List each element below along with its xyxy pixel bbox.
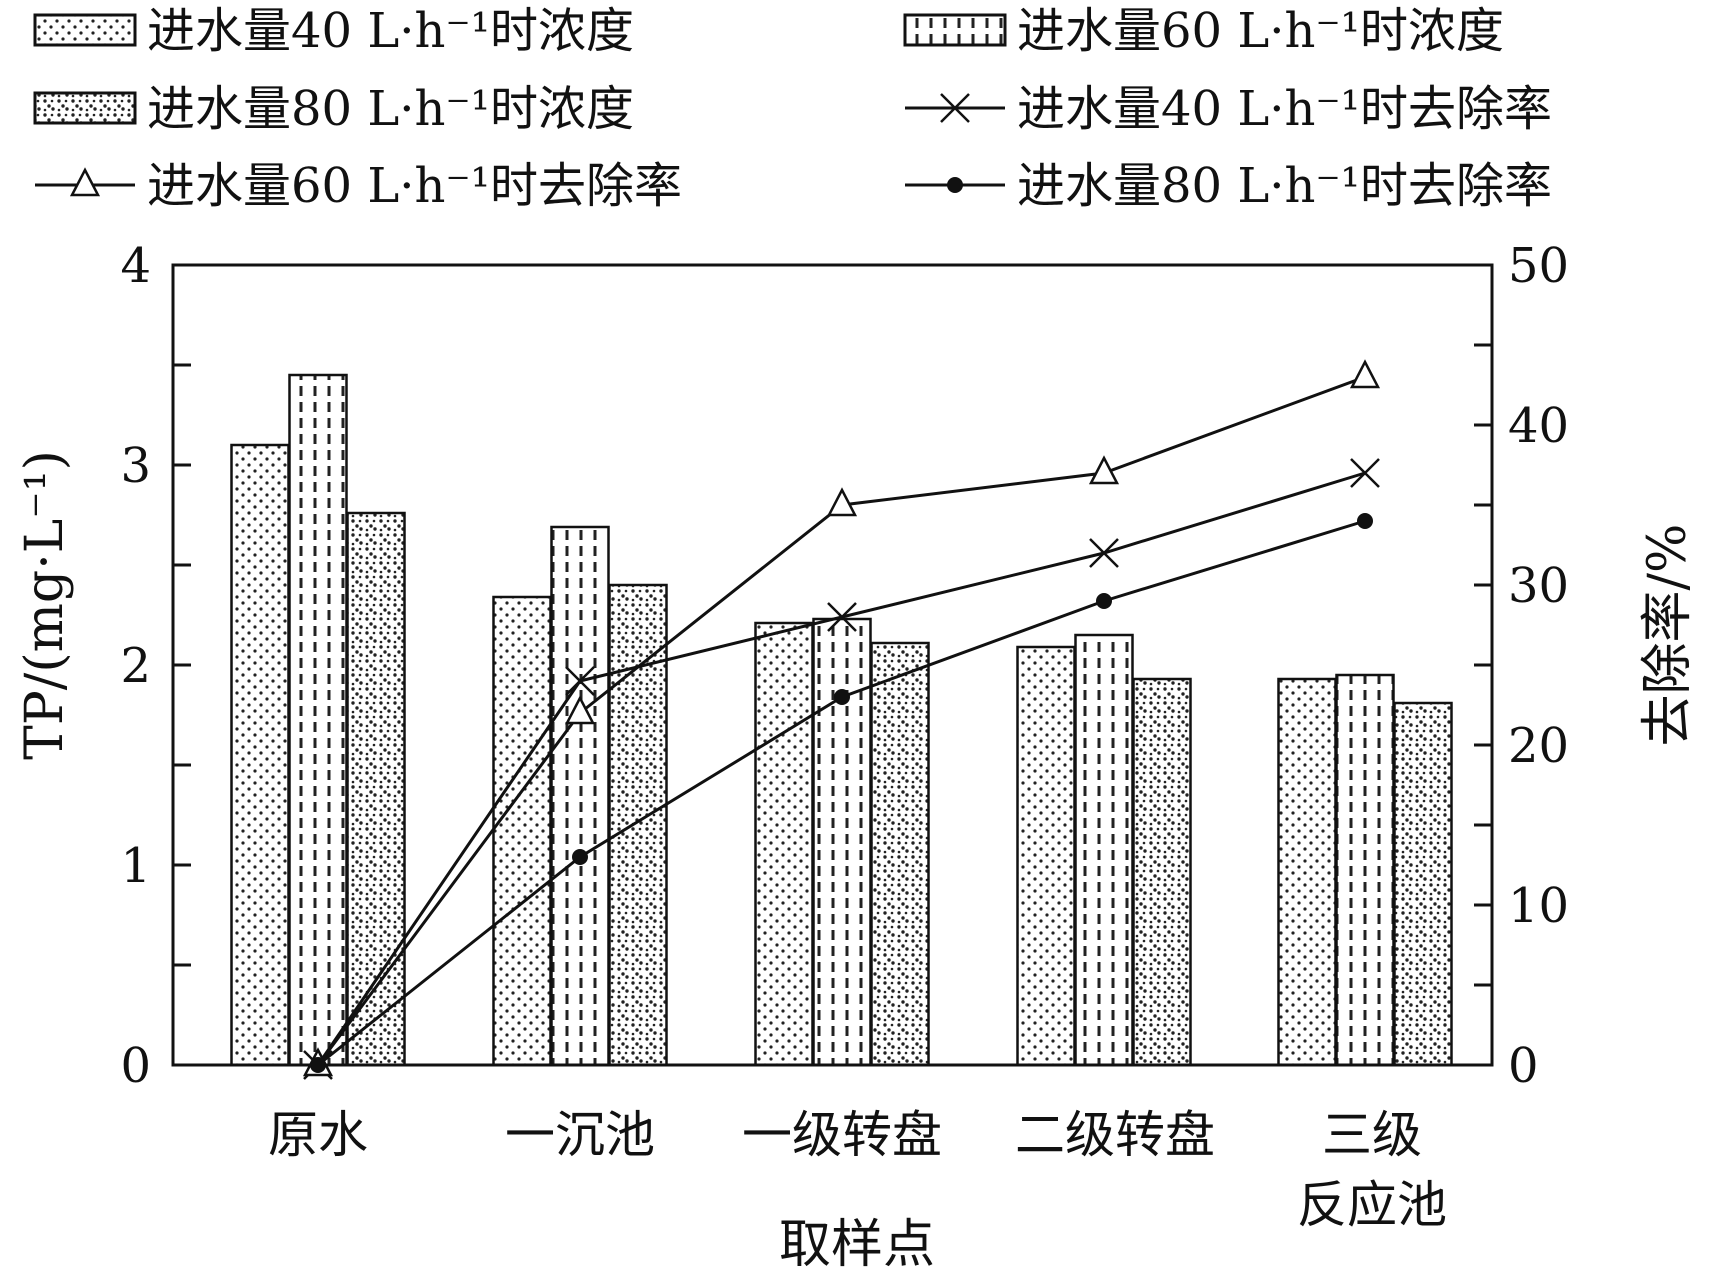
x-tick-label: 原水 — [268, 1106, 368, 1164]
legend-label: 进水量80 L·h⁻¹时浓度 — [147, 81, 634, 137]
legend-item: 进水量40 L·h⁻¹时浓度 — [33, 3, 634, 59]
legend-item: 进水量60 L·h⁻¹时去除率 — [35, 158, 682, 214]
legend-label: 进水量60 L·h⁻¹时浓度 — [1017, 3, 1504, 59]
legend-item: 进水量40 L·h⁻¹时去除率 — [905, 81, 1552, 137]
bar — [346, 511, 406, 1067]
bar — [550, 525, 610, 1067]
legend-label: 进水量60 L·h⁻¹时去除率 — [147, 158, 682, 214]
bar — [608, 583, 668, 1067]
x-tick-label: 一沉池 — [505, 1106, 655, 1164]
x-marker — [1089, 538, 1119, 568]
legend-label: 进水量40 L·h⁻¹时浓度 — [147, 3, 634, 59]
legend-item: 进水量80 L·h⁻¹时去除率 — [905, 158, 1552, 214]
x-marker — [565, 666, 595, 696]
dot-marker — [834, 689, 850, 705]
bar — [870, 641, 930, 1067]
x-marker — [940, 93, 970, 123]
triangle-marker — [564, 695, 596, 725]
dot-marker — [1096, 593, 1112, 609]
y-tick-label-right: 40 — [1508, 398, 1569, 454]
bar — [492, 595, 552, 1067]
legend-label: 进水量80 L·h⁻¹时去除率 — [1017, 158, 1552, 214]
y-tick-label-left: 2 — [120, 638, 151, 694]
y-tick-label-right: 20 — [1508, 718, 1569, 774]
x-axis-title: 取样点 — [779, 1215, 935, 1275]
bar — [1016, 645, 1076, 1067]
triangle-marker — [69, 167, 101, 197]
bar — [288, 373, 348, 1067]
bar — [1335, 673, 1395, 1067]
legend-item: 进水量60 L·h⁻¹时浓度 — [903, 3, 1504, 59]
triangle-marker — [826, 487, 858, 517]
bar — [1074, 633, 1134, 1067]
legend-label: 进水量40 L·h⁻¹时去除率 — [1017, 81, 1552, 137]
bar — [1393, 701, 1453, 1067]
y-tick-label-right: 50 — [1508, 238, 1569, 294]
y-axis-left-title: TP/(mg·L⁻¹) — [15, 450, 75, 760]
bar — [230, 443, 290, 1067]
x-marker — [1350, 458, 1380, 488]
bar — [1277, 677, 1337, 1067]
y-axis-right-title: 去除率/% — [1638, 524, 1698, 747]
y-tick-label-left: 4 — [120, 238, 151, 294]
bar — [754, 621, 814, 1067]
x-tick-label: 二级转盘 — [1015, 1106, 1215, 1164]
legend-item: 进水量80 L·h⁻¹时浓度 — [33, 81, 634, 137]
x-tick-label: 反应池 — [1297, 1176, 1447, 1234]
x-tick-label: 一级转盘 — [742, 1106, 942, 1164]
triangle-marker — [1349, 359, 1381, 389]
y-tick-label-left: 3 — [120, 438, 151, 494]
y-tick-label-left: 0 — [120, 1038, 151, 1094]
y-tick-label-right: 30 — [1508, 558, 1569, 614]
lines-layer — [302, 359, 1381, 1080]
y-tick-label-left: 1 — [120, 838, 151, 894]
y-tick-label-right: 10 — [1508, 878, 1569, 934]
x-tick-label: 三级 — [1322, 1106, 1422, 1164]
legend-swatch — [33, 13, 137, 47]
y-tick-label-right: 0 — [1508, 1038, 1539, 1094]
triangle-marker — [1088, 455, 1120, 485]
dot-marker — [572, 849, 588, 865]
legend-swatch — [903, 13, 1007, 47]
legend-swatch — [33, 91, 137, 125]
bar — [1132, 677, 1192, 1067]
x-marker — [827, 602, 857, 632]
bar — [812, 617, 872, 1067]
dot-marker — [1357, 513, 1373, 529]
dot-marker — [947, 177, 963, 193]
bars-layer — [230, 373, 1453, 1067]
